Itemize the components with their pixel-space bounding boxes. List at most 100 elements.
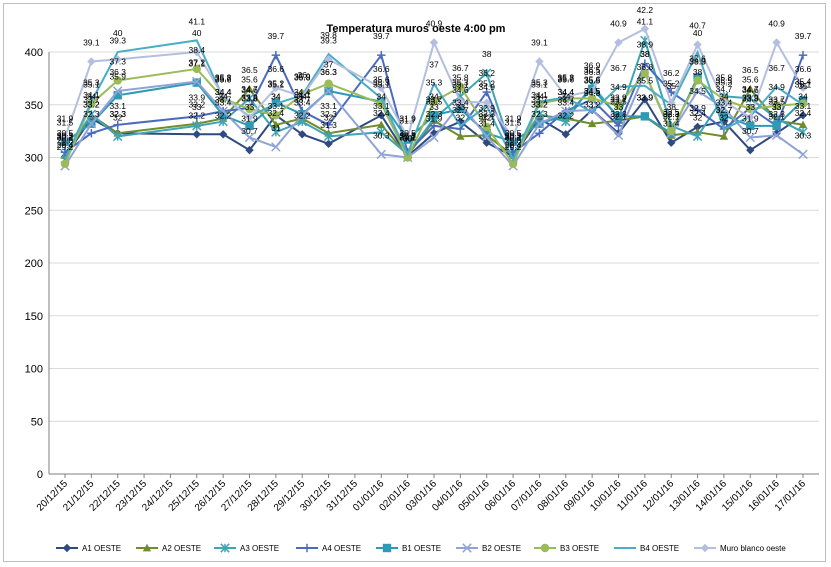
y-tick-label: 200 <box>25 258 43 270</box>
data-label: 35.5 <box>716 75 733 85</box>
data-label: 32.3 <box>320 109 337 119</box>
marker <box>298 130 307 139</box>
data-label: 39.1 <box>531 37 548 47</box>
data-label: 34.7 <box>742 84 759 94</box>
data-label: 35.6 <box>241 74 258 84</box>
marker <box>640 95 650 104</box>
data-label: 34.5 <box>584 86 601 96</box>
data-label: 36.5 <box>241 65 258 75</box>
marker <box>142 543 152 552</box>
data-label: 33.9 <box>610 92 627 102</box>
marker <box>324 139 333 148</box>
data-label: 31.9 <box>399 113 416 123</box>
data-label: 33.4 <box>294 98 311 108</box>
data-label: 36.6 <box>268 64 285 74</box>
data-label: 31.4 <box>663 119 680 129</box>
marker <box>192 47 201 57</box>
data-label: 37 <box>429 60 439 70</box>
data-label: 32.7 <box>716 105 733 115</box>
marker <box>667 126 676 136</box>
data-label: 35.8 <box>452 72 469 82</box>
y-tick-label: 300 <box>25 153 43 165</box>
legend-label: A3 OESTE <box>240 544 279 553</box>
data-label: 31.4 <box>478 119 495 129</box>
data-label: 31.9 <box>426 113 443 123</box>
data-label: 34.7 <box>716 84 733 94</box>
data-label: 34.1 <box>294 90 311 100</box>
marker <box>271 111 281 120</box>
marker <box>192 76 202 87</box>
series-a4-oeste <box>60 50 808 157</box>
data-label: 32.3 <box>531 109 548 119</box>
legend: A1 OESTE A2 OESTE A3 OESTE A4 OESTE B1 OESTE… <box>56 543 786 553</box>
data-label: 32.3 <box>478 109 495 119</box>
data-label: 35.6 <box>558 74 575 84</box>
data-label: 31.9 <box>742 113 759 123</box>
y-tick-label: 150 <box>25 311 43 323</box>
data-label: 33.5 <box>610 97 627 107</box>
data-label: 30.5 <box>505 128 522 138</box>
data-label: 29.4 <box>57 140 74 150</box>
data-label: 35.5 <box>584 75 601 85</box>
marker <box>113 91 122 100</box>
data-label: 33 <box>746 102 756 112</box>
data-label: 34.4 <box>558 87 575 97</box>
data-label: 38 <box>482 49 492 59</box>
marker <box>482 138 491 147</box>
marker <box>745 132 756 143</box>
marker <box>62 543 72 553</box>
data-label: 33.1 <box>109 101 126 111</box>
series-line <box>64 97 804 158</box>
data-label: 33.9 <box>637 92 654 102</box>
data-label: 35.6 <box>373 74 390 84</box>
data-label: 35 <box>666 81 676 91</box>
data-label: 32.7 <box>452 105 469 115</box>
x-axis: 20/12/1521/12/1522/12/1523/12/1524/12/15… <box>35 473 819 514</box>
marker <box>456 104 465 114</box>
data-label: 35.6 <box>215 74 232 84</box>
marker <box>245 121 254 131</box>
marker <box>429 111 439 120</box>
data-label: 33.4 <box>558 98 575 108</box>
data-label: 40.9 <box>426 19 443 29</box>
data-label: 30.2 <box>399 131 416 141</box>
marker <box>798 111 808 120</box>
data-label: 29.2 <box>57 142 74 152</box>
marker <box>719 111 729 120</box>
marker <box>245 84 254 93</box>
series-line <box>64 52 804 155</box>
data-label: 32.2 <box>189 110 206 120</box>
data-label: 33.2 <box>83 100 100 110</box>
marker <box>798 83 808 93</box>
marker <box>614 101 623 111</box>
data-label: 30.1 <box>57 132 74 142</box>
data-label: 34 <box>87 91 97 101</box>
marker <box>482 129 491 138</box>
data-label: 33.7 <box>215 94 232 104</box>
data-label: 35.1 <box>795 80 812 90</box>
legend-item: A3 OESTE <box>214 543 279 553</box>
marker <box>377 83 386 93</box>
data-label: 34.6 <box>742 85 759 95</box>
series-line <box>64 70 804 168</box>
data-label: 33 <box>456 102 466 112</box>
marker <box>298 92 307 101</box>
marker <box>218 111 228 120</box>
marker <box>297 110 307 121</box>
marker <box>245 104 254 114</box>
marker <box>746 121 755 131</box>
marker <box>403 153 412 162</box>
data-label: 38.4 <box>189 45 206 55</box>
data-label: 39.8 <box>320 30 337 40</box>
data-label: 33 <box>772 102 782 112</box>
y-tick-label: 250 <box>25 205 43 217</box>
data-label: 36.8 <box>637 62 654 72</box>
marker <box>112 86 123 96</box>
marker <box>376 149 387 160</box>
data-label: 30.5 <box>399 128 416 138</box>
data-label: 35.8 <box>558 72 575 82</box>
data-label: 32.4 <box>795 108 812 118</box>
data-label: 32.1 <box>478 111 495 121</box>
marker <box>218 92 228 101</box>
data-label: 37.2 <box>189 58 206 68</box>
